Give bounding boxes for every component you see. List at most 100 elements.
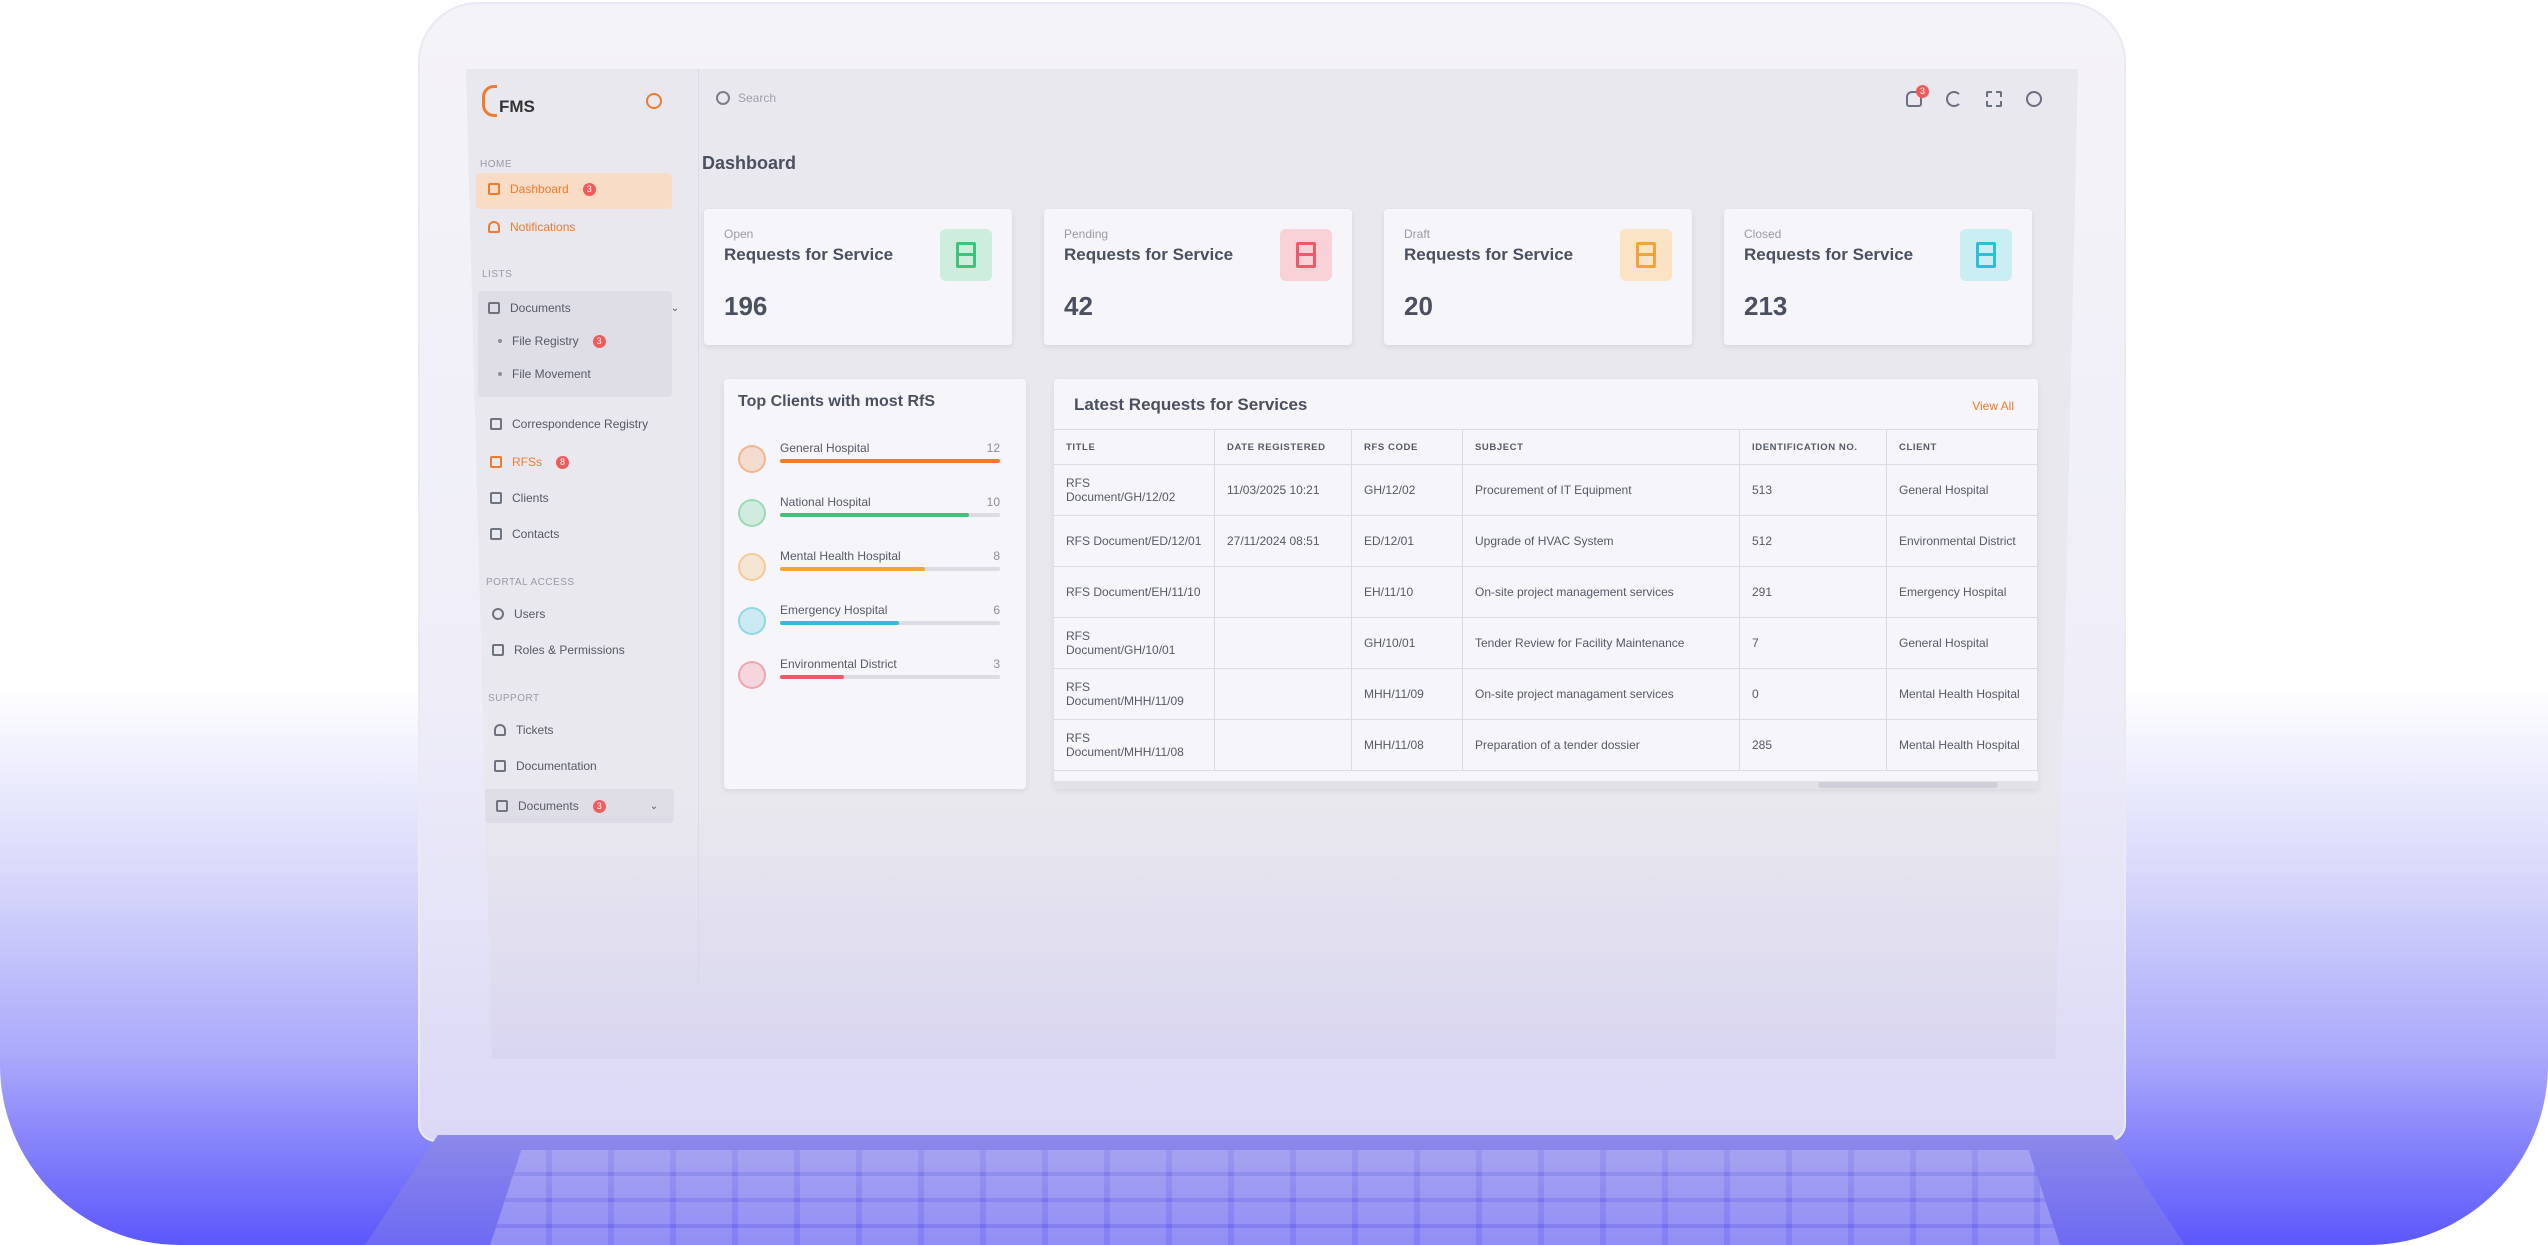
bullet-icon bbox=[498, 372, 502, 376]
sidebar-item-dashboard[interactable]: Dashboard 3 bbox=[488, 182, 596, 196]
sidebar-collapse-icon[interactable] bbox=[646, 93, 662, 109]
laptop-keyboard bbox=[490, 1150, 2060, 1245]
sidebar-item-roles[interactable]: Roles & Permissions bbox=[492, 643, 625, 657]
client-item[interactable]: General Hospital 12 bbox=[738, 441, 1000, 477]
documents-group bbox=[478, 291, 672, 397]
client-name: General Hospital bbox=[780, 441, 870, 455]
client-progress-track bbox=[780, 459, 1000, 463]
client-name: National Hospital bbox=[780, 495, 871, 509]
client-progress-fill bbox=[780, 567, 926, 571]
stat-label: Pending bbox=[1064, 227, 1109, 241]
table-cell: 512 bbox=[1739, 515, 1887, 567]
table-cell: RFS Document/ED/12/01 bbox=[1054, 515, 1215, 567]
client-progress-track bbox=[780, 621, 1000, 625]
sidebar-item-file-movement[interactable]: File Movement bbox=[498, 367, 591, 381]
sidebar-item-documentation[interactable]: Documentation bbox=[494, 759, 597, 773]
sidebar-item-documents-2[interactable]: Documents 3 ⌄ bbox=[496, 799, 658, 813]
client-name: Environmental District bbox=[780, 657, 897, 671]
building-icon bbox=[738, 607, 766, 635]
stat-card-closed[interactable]: Closed Requests for Service 213 bbox=[1724, 209, 2032, 345]
search-bar[interactable]: Search bbox=[716, 91, 776, 105]
section-home: HOME bbox=[480, 159, 512, 170]
documents2-badge: 3 bbox=[592, 799, 606, 813]
table-row[interactable]: RFS Document/EH/11/10 EH/11/10 On-site pro… bbox=[1054, 566, 2038, 618]
bullet-icon bbox=[498, 339, 502, 343]
client-progress-track bbox=[780, 675, 1000, 679]
sidebar: FMS HOME Dashboard 3 Notifications LISTS … bbox=[466, 69, 699, 989]
rfs-badge: 8 bbox=[556, 455, 569, 469]
table-cell bbox=[1214, 668, 1352, 720]
user-avatar-icon[interactable] bbox=[2026, 91, 2042, 107]
sidebar-item-contacts[interactable]: Contacts bbox=[490, 527, 559, 541]
table-header-cell[interactable]: SUBJECT bbox=[1462, 429, 1740, 465]
stat-card-open[interactable]: Open Requests for Service 196 bbox=[704, 209, 1012, 345]
table-cell: 27/11/2024 08:51 bbox=[1214, 515, 1352, 567]
table-cell: GH/10/01 bbox=[1351, 617, 1463, 669]
table-cell: MHH/11/09 bbox=[1351, 668, 1463, 720]
search-input[interactable]: Search bbox=[738, 91, 777, 105]
requests-table: TITLE DATE REGISTERED RFS CODE SUBJECT IDENT… bbox=[1054, 429, 2038, 771]
cabinet-icon bbox=[1620, 229, 1672, 281]
table-row[interactable]: RFS Document/GH/10/01 GH/10/01 Tender Revi… bbox=[1054, 617, 2038, 669]
table-cell: General Hospital bbox=[1886, 617, 2038, 669]
stat-title: Requests for Service bbox=[1064, 245, 1234, 264]
sidebar-item-documents[interactable]: Documents ⌄ bbox=[488, 301, 679, 315]
sidebar-item-correspondence[interactable]: Correspondence Registry bbox=[490, 417, 648, 431]
table-row[interactable]: RFS Document/ED/12/01 27/11/2024 08:51 ED/… bbox=[1054, 515, 2038, 567]
table-header-cell[interactable]: CLIENT bbox=[1886, 429, 2038, 465]
laptop-base bbox=[365, 1135, 2185, 1245]
table-cell: Emergency Hospital bbox=[1886, 566, 2038, 618]
client-item[interactable]: Emergency Hospital 6 bbox=[738, 603, 1000, 639]
fullscreen-icon[interactable] bbox=[1986, 91, 2002, 107]
client-name: Emergency Hospital bbox=[780, 603, 888, 617]
client-item[interactable]: Mental Health Hospital 8 bbox=[738, 549, 1000, 585]
section-portal-access: PORTAL ACCESS bbox=[486, 577, 575, 588]
table-header-cell[interactable]: RFS CODE bbox=[1351, 429, 1463, 465]
stat-card-pending[interactable]: Pending Requests for Service 42 bbox=[1044, 209, 1352, 345]
table-header-cell[interactable]: TITLE bbox=[1054, 429, 1215, 465]
horizontal-scrollbar[interactable] bbox=[1054, 781, 2038, 789]
table-cell: On-site project managament services bbox=[1462, 668, 1740, 720]
table-header-cell[interactable]: DATE REGISTERED bbox=[1214, 429, 1352, 465]
file-registry-badge: 3 bbox=[592, 334, 606, 348]
sidebar-item-rfs[interactable]: RFSs 8 bbox=[490, 455, 569, 469]
table-row[interactable]: RFS Document/MHH/11/08 MHH/11/08 Preparati… bbox=[1054, 719, 2038, 771]
page-title: Dashboard bbox=[702, 153, 797, 173]
chevron-down-icon: ⌄ bbox=[670, 302, 680, 314]
sidebar-item-tickets[interactable]: Tickets bbox=[494, 723, 554, 737]
table-cell: 7 bbox=[1739, 617, 1887, 669]
folder-icon bbox=[496, 800, 508, 812]
client-progress-fill bbox=[780, 675, 844, 679]
view-all-link[interactable]: View All bbox=[1972, 399, 2014, 413]
table-cell: RFS Document/EH/11/10 bbox=[1054, 566, 1215, 618]
building-icon bbox=[738, 661, 766, 689]
moon-icon[interactable] bbox=[1946, 91, 1962, 107]
section-lists: LISTS bbox=[482, 269, 513, 280]
table-header-cell[interactable]: IDENTIFICATION NO. bbox=[1739, 429, 1887, 465]
table-cell: RFS Document/GH/12/02 bbox=[1054, 464, 1215, 516]
cabinet-icon bbox=[1280, 229, 1332, 281]
stat-label: Draft bbox=[1404, 227, 1431, 241]
table-cell: Environmental District bbox=[1886, 515, 2038, 567]
bell-icon[interactable] bbox=[1906, 91, 1922, 107]
table-row[interactable]: RFS Document/GH/12/02 11/03/2025 10:21 GH/… bbox=[1054, 464, 2038, 516]
sidebar-item-notifications[interactable]: Notifications bbox=[488, 220, 575, 234]
client-count: 10 bbox=[986, 495, 1000, 509]
top-clients-title: Top Clients with most RfS bbox=[738, 393, 936, 410]
stat-label: Open bbox=[724, 227, 754, 241]
building-icon bbox=[490, 492, 502, 504]
client-item[interactable]: Environmental District 3 bbox=[738, 657, 1000, 693]
mail-icon bbox=[490, 418, 502, 430]
folder-icon bbox=[488, 302, 500, 314]
table-cell: MHH/11/08 bbox=[1351, 719, 1463, 771]
sidebar-item-clients[interactable]: Clients bbox=[490, 491, 549, 505]
table-cell: On-site project management services bbox=[1462, 566, 1740, 618]
table-cell: Mental Health Hospital bbox=[1886, 668, 2038, 720]
sidebar-item-file-registry[interactable]: File Registry 3 bbox=[498, 334, 606, 348]
stat-card-draft[interactable]: Draft Requests for Service 20 bbox=[1384, 209, 1692, 345]
sidebar-item-users[interactable]: Users bbox=[492, 607, 545, 621]
client-item[interactable]: National Hospital 10 bbox=[738, 495, 1000, 531]
table-row[interactable]: RFS Document/MHH/11/09 MHH/11/09 On-site p… bbox=[1054, 668, 2038, 720]
app-logo[interactable]: FMS bbox=[482, 85, 535, 117]
table-cell: GH/12/02 bbox=[1351, 464, 1463, 516]
